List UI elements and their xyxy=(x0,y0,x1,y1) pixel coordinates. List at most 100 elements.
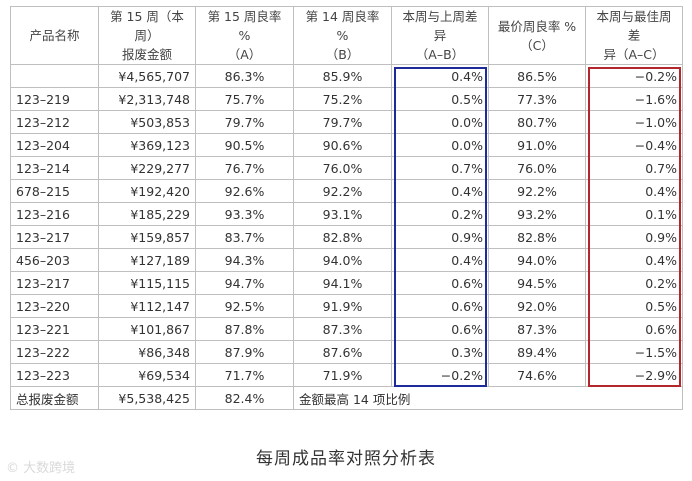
cell-product-name: 123–222 xyxy=(10,340,99,364)
cell-best-week-yield: 93.2% xyxy=(488,202,586,226)
cell-yield-week14: 71.9% xyxy=(293,363,392,387)
cell-yield-week14: 75.2% xyxy=(293,87,392,111)
table-row: 123–214 ¥229,277 76.7% 76.0% 0.7% 76.0% 0.7% xyxy=(10,156,683,180)
table-row: 123–221 ¥101,867 87.8% 87.3% 0.6% 87.3% 0.6% xyxy=(10,317,683,341)
cell-diff-last-week: 0.6% xyxy=(391,294,489,318)
cell-yield-week14: 79.7% xyxy=(293,110,392,134)
cell-diff-last-week: 0.6% xyxy=(391,271,489,295)
cell-diff-best-week: 0.7% xyxy=(585,156,683,180)
cell-yield-week15: 93.3% xyxy=(195,202,294,226)
cell-diff-best-week: 0.4% xyxy=(585,248,683,272)
cell-scrap-amount: ¥369,123 xyxy=(98,133,196,157)
cell-product-name: 123–217 xyxy=(10,271,99,295)
header-yield-week14: 第 14 周良率 % （B） xyxy=(293,6,392,65)
cell-diff-last-week: 0.4% xyxy=(391,179,489,203)
cell-best-week-yield: 80.7% xyxy=(488,110,586,134)
header-row: 产品名称 第 15 周（本周） 报废金额 第 15 周良率 % （A） 第 14 周良率 … xyxy=(10,6,683,65)
header-line: 第 15 周（本周） xyxy=(110,9,184,43)
cell-scrap-amount: ¥192,420 xyxy=(98,179,196,203)
cell-product-name: 123–204 xyxy=(10,133,99,157)
table-row: 123–217 ¥115,115 94.7% 94.1% 0.6% 94.5% 0.2% xyxy=(10,271,683,295)
cell-best-week-yield: 87.3% xyxy=(488,317,586,341)
cell-best-week-yield: 94.0% xyxy=(488,248,586,272)
table-row: 456–203 ¥127,189 94.3% 94.0% 0.4% 94.0% 0.4% xyxy=(10,248,683,272)
cell-yield-week14: 87.3% xyxy=(293,317,392,341)
cell-diff-best-week: −0.4% xyxy=(585,133,683,157)
table-row: 123–222 ¥86,348 87.9% 87.6% 0.3% 89.4% −1.5% xyxy=(10,340,683,364)
total-row: 总报废金额 ¥5,538,425 82.4% 金额最高 14 项比例 xyxy=(10,386,683,410)
cell-diff-best-week: −1.5% xyxy=(585,340,683,364)
cell-product-name: 123–216 xyxy=(10,202,99,226)
watermark: © 大数跨境 xyxy=(6,461,76,476)
cell-scrap-amount: ¥503,853 xyxy=(98,110,196,134)
cell-yield-week14: 94.1% xyxy=(293,271,392,295)
cell-scrap-amount: ¥127,189 xyxy=(98,248,196,272)
cell-scrap-amount: ¥185,229 xyxy=(98,202,196,226)
cell-yield-week14: 85.9% xyxy=(293,64,392,88)
cell-yield-week14: 90.6% xyxy=(293,133,392,157)
table-row: 123–219 ¥2,313,748 75.7% 75.2% 0.5% 77.3% −1.6… xyxy=(10,87,683,111)
cell-yield-week14: 87.6% xyxy=(293,340,392,364)
cell-yield-week15: 76.7% xyxy=(195,156,294,180)
cell-best-week-yield: 92.0% xyxy=(488,294,586,318)
cell-best-week-yield: 86.5% xyxy=(488,64,586,88)
cell-yield-week15: 94.3% xyxy=(195,248,294,272)
header-line: 第 15 周良率 % xyxy=(207,9,282,43)
cell-yield-week15: 75.7% xyxy=(195,87,294,111)
header-diff-best-week: 本周与最佳周差 异（A–C） xyxy=(585,6,683,65)
header-line: （A–B） xyxy=(415,47,465,62)
cell-best-week-yield: 82.8% xyxy=(488,225,586,249)
cell-product-name: 678–215 xyxy=(10,179,99,203)
cell-product-name: 456–203 xyxy=(10,248,99,272)
header-yield-week15: 第 15 周良率 % （A） xyxy=(195,6,294,65)
total-scrap-amount: ¥5,538,425 xyxy=(98,386,196,410)
cell-best-week-yield: 76.0% xyxy=(488,156,586,180)
cell-scrap-amount: ¥159,857 xyxy=(98,225,196,249)
table-row: 123–223 ¥69,534 71.7% 71.9% −0.2% 74.6% −2.9% xyxy=(10,363,683,387)
header-line: 本周与最佳周差 xyxy=(596,9,672,43)
cell-product-name: 123–220 xyxy=(10,294,99,318)
total-yield: 82.4% xyxy=(195,386,294,410)
table-row: 123–216 ¥185,229 93.3% 93.1% 0.2% 93.2% 0.1% xyxy=(10,202,683,226)
cell-diff-best-week: −1.0% xyxy=(585,110,683,134)
table-row: ¥4,565,707 86.3% 85.9% 0.4% 86.5% −0.2% xyxy=(10,64,683,88)
cell-yield-week15: 92.6% xyxy=(195,179,294,203)
table-caption: 每周成品率对照分析表 xyxy=(256,449,436,469)
cell-product-name: 123–217 xyxy=(10,225,99,249)
cell-diff-best-week: 0.5% xyxy=(585,294,683,318)
cell-diff-last-week: 0.7% xyxy=(391,156,489,180)
cell-yield-week14: 76.0% xyxy=(293,156,392,180)
cell-scrap-amount: ¥69,534 xyxy=(98,363,196,387)
cell-best-week-yield: 74.6% xyxy=(488,363,586,387)
cell-yield-week14: 92.2% xyxy=(293,179,392,203)
cell-scrap-amount: ¥112,147 xyxy=(98,294,196,318)
cell-scrap-amount: ¥229,277 xyxy=(98,156,196,180)
header-line: 产品名称 xyxy=(29,28,80,43)
cell-yield-week15: 94.7% xyxy=(195,271,294,295)
cell-diff-last-week: −0.2% xyxy=(391,363,489,387)
cell-diff-last-week: 0.0% xyxy=(391,110,489,134)
cell-yield-week15: 86.3% xyxy=(195,64,294,88)
total-note: 金额最高 14 项比例 xyxy=(293,386,683,410)
cell-product-name: 123–221 xyxy=(10,317,99,341)
cell-diff-last-week: 0.4% xyxy=(391,64,489,88)
cell-product-name xyxy=(10,64,99,88)
cell-diff-last-week: 0.6% xyxy=(391,317,489,341)
header-line: （B） xyxy=(325,47,360,62)
header-line: （A） xyxy=(227,47,262,62)
header-line: 第 14 周良率 % xyxy=(305,9,380,43)
cell-yield-week14: 94.0% xyxy=(293,248,392,272)
cell-product-name: 123–214 xyxy=(10,156,99,180)
header-line: （C） xyxy=(520,37,554,53)
cell-yield-week15: 79.7% xyxy=(195,110,294,134)
cell-scrap-amount: ¥115,115 xyxy=(98,271,196,295)
cell-yield-week15: 92.5% xyxy=(195,294,294,318)
cell-diff-last-week: 0.2% xyxy=(391,202,489,226)
cell-yield-week15: 87.8% xyxy=(195,317,294,341)
cell-diff-best-week: 0.4% xyxy=(585,179,683,203)
cell-diff-last-week: 0.0% xyxy=(391,133,489,157)
cell-diff-best-week: −1.6% xyxy=(585,87,683,111)
cell-yield-week15: 90.5% xyxy=(195,133,294,157)
cell-yield-week14: 93.1% xyxy=(293,202,392,226)
cell-diff-best-week: 0.1% xyxy=(585,202,683,226)
